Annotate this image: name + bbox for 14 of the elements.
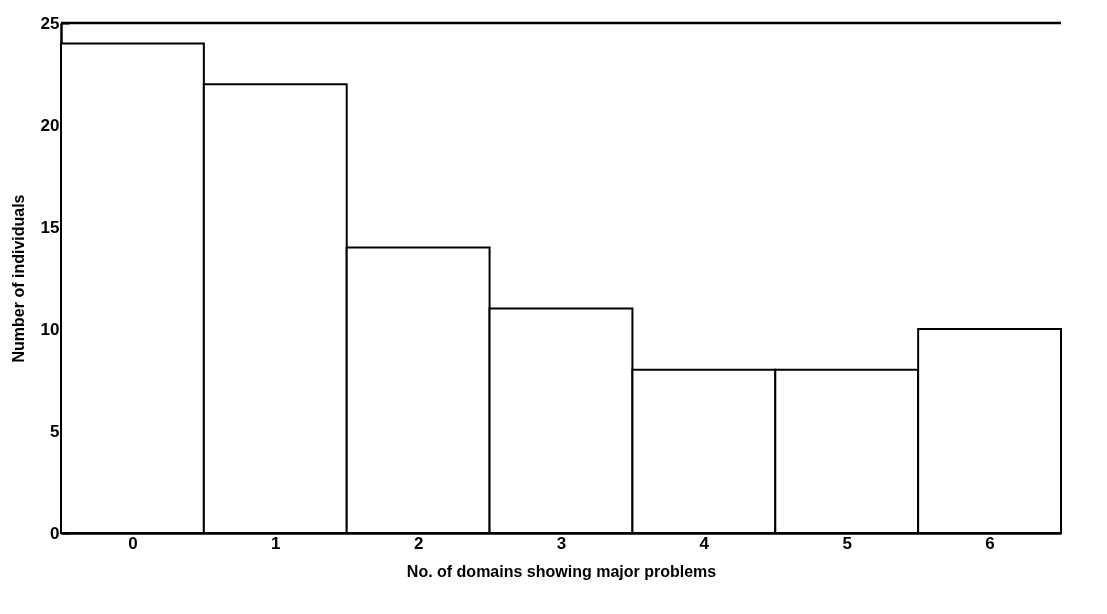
x-tick-label: 1 [271, 533, 281, 553]
y-axis-title: Number of individuals [9, 194, 27, 363]
x-tick-label: 6 [985, 533, 995, 553]
x-tick-label: 4 [699, 533, 710, 553]
y-tick-label: 5 [50, 421, 60, 441]
x-tick-label: 0 [128, 533, 138, 553]
y-tick-label: 15 [40, 217, 60, 237]
y-tick-label: 20 [40, 115, 60, 135]
x-tick-label: 5 [842, 533, 852, 553]
x-tick-label: 2 [413, 533, 424, 553]
x-tick-label: 3 [556, 533, 567, 553]
y-tick-label: 25 [40, 13, 60, 33]
x-axis-title: No. of domains showing major problems [406, 562, 717, 580]
y-tick-label: 10 [40, 319, 60, 339]
